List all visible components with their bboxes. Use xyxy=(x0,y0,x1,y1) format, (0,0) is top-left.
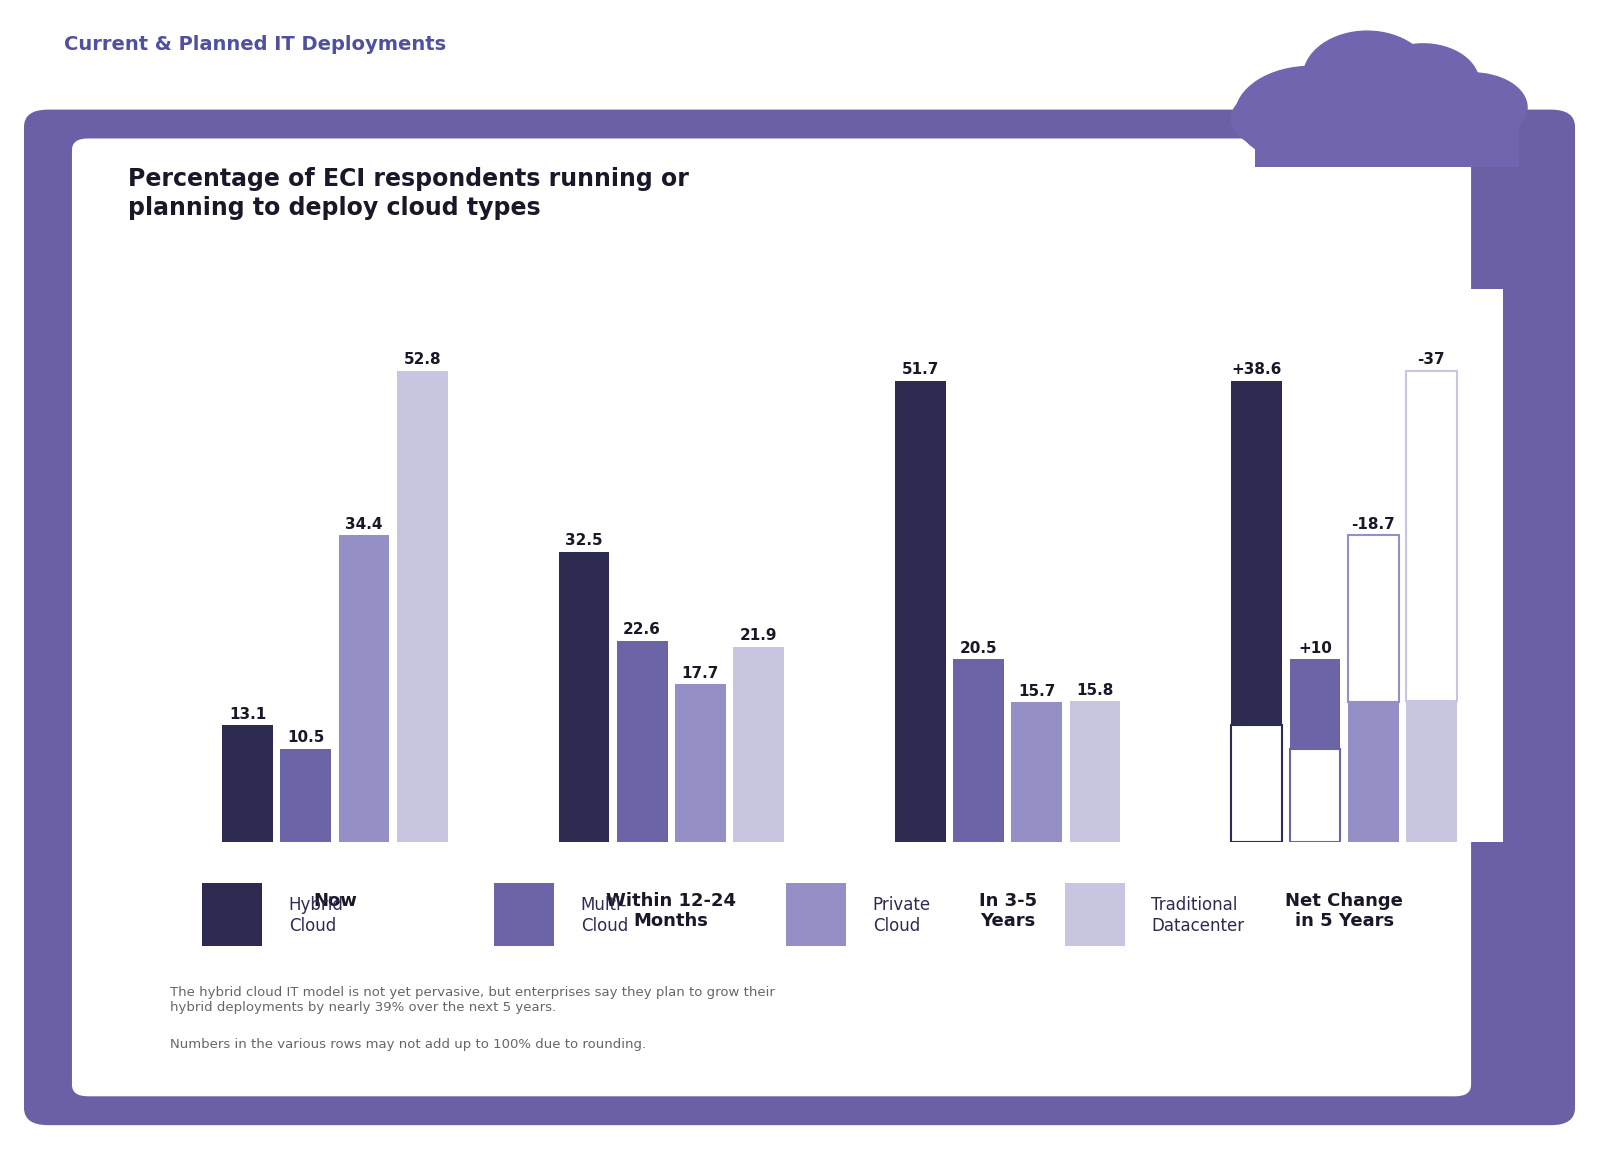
Text: In 3-5
Years: In 3-5 Years xyxy=(979,892,1036,930)
Bar xyxy=(1070,702,1121,842)
Bar xyxy=(1348,702,1399,842)
Text: 22.6: 22.6 xyxy=(624,622,660,637)
Bar xyxy=(895,381,945,842)
Text: Percentage of ECI respondents running or
planning to deploy cloud types: Percentage of ECI respondents running or… xyxy=(128,167,689,220)
Bar xyxy=(953,659,1004,842)
Text: Multi-
Cloud: Multi- Cloud xyxy=(580,896,628,935)
Bar xyxy=(617,640,667,842)
Ellipse shape xyxy=(1367,44,1479,122)
Text: The hybrid cloud IT model is not yet pervasive, but enterprises say they plan to: The hybrid cloud IT model is not yet per… xyxy=(171,986,776,1013)
Bar xyxy=(339,535,390,842)
Text: 15.8: 15.8 xyxy=(1076,683,1115,698)
Text: 15.7: 15.7 xyxy=(1019,683,1055,698)
Text: -18.7: -18.7 xyxy=(1351,517,1394,532)
Text: +38.6: +38.6 xyxy=(1231,362,1282,377)
Text: 34.4: 34.4 xyxy=(345,517,382,532)
Text: 10.5: 10.5 xyxy=(288,730,325,745)
Text: Within 12-24
Months: Within 12-24 Months xyxy=(606,892,736,930)
Ellipse shape xyxy=(1234,66,1388,164)
Text: Private
Cloud: Private Cloud xyxy=(873,896,931,935)
FancyBboxPatch shape xyxy=(203,883,262,946)
Text: Net Change
in 5 Years: Net Change in 5 Years xyxy=(1286,892,1402,930)
Bar xyxy=(1289,659,1340,749)
Text: +10: +10 xyxy=(1298,640,1332,655)
Text: 13.1: 13.1 xyxy=(229,706,265,721)
Bar xyxy=(1289,749,1340,842)
Bar xyxy=(1012,702,1062,842)
Text: Now: Now xyxy=(313,892,357,909)
Text: 17.7: 17.7 xyxy=(681,666,720,681)
Ellipse shape xyxy=(1231,89,1327,149)
Text: 32.5: 32.5 xyxy=(564,533,603,548)
Ellipse shape xyxy=(1303,31,1431,123)
FancyBboxPatch shape xyxy=(494,883,555,946)
Text: Current & Planned IT Deployments: Current & Planned IT Deployments xyxy=(64,35,446,53)
Text: Hybrid
Cloud: Hybrid Cloud xyxy=(289,896,344,935)
FancyBboxPatch shape xyxy=(787,883,846,946)
Bar xyxy=(1255,112,1519,167)
Bar xyxy=(397,370,448,842)
Text: 52.8: 52.8 xyxy=(403,352,441,367)
FancyBboxPatch shape xyxy=(72,138,1471,1096)
Bar xyxy=(280,749,331,842)
Bar xyxy=(1231,381,1282,726)
Bar xyxy=(734,646,784,842)
Text: -37: -37 xyxy=(1418,352,1445,367)
Text: 21.9: 21.9 xyxy=(740,628,777,643)
Bar xyxy=(1231,726,1282,842)
FancyBboxPatch shape xyxy=(1065,883,1124,946)
Text: 51.7: 51.7 xyxy=(902,362,939,377)
Bar xyxy=(1348,535,1399,702)
Bar xyxy=(1406,370,1457,702)
Text: Traditional
Datacenter: Traditional Datacenter xyxy=(1151,896,1244,935)
FancyBboxPatch shape xyxy=(24,110,1575,1125)
Text: 20.5: 20.5 xyxy=(959,640,998,655)
Bar xyxy=(222,726,273,842)
Text: Numbers in the various rows may not add up to 100% due to rounding.: Numbers in the various rows may not add … xyxy=(171,1039,646,1051)
Ellipse shape xyxy=(1415,73,1527,142)
Bar xyxy=(558,552,609,842)
Bar xyxy=(1406,702,1457,842)
Bar xyxy=(675,684,726,842)
